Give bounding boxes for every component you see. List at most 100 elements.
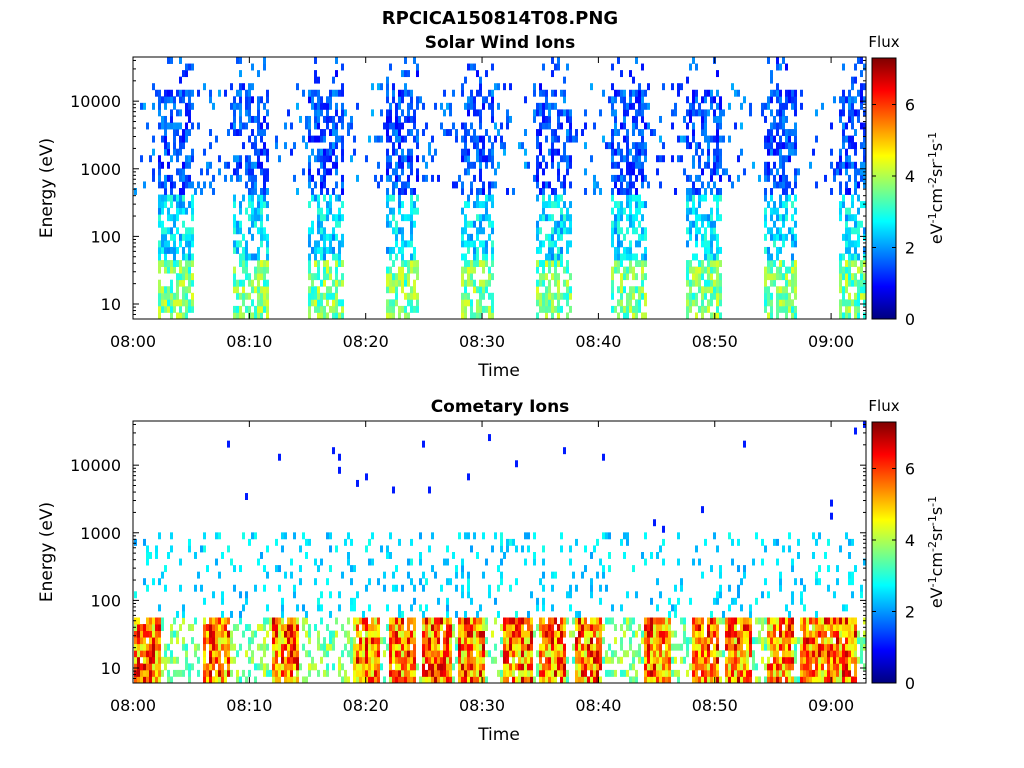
spectrogram-cell [191, 305, 194, 313]
spectrogram-cell [419, 552, 422, 559]
spectrogram-cell [398, 637, 401, 645]
spectrogram-cell [803, 669, 806, 677]
spectrogram-cell [704, 286, 707, 294]
spectrogram-cell [737, 565, 740, 573]
spectrogram-cell [158, 669, 161, 677]
spectrogram-cell [530, 656, 533, 664]
spectrogram-cell [338, 240, 341, 248]
spectrogram-cell [263, 279, 266, 287]
spectrogram-cell [212, 174, 215, 182]
spectrogram-cell [338, 453, 341, 461]
spectrogram-cell [440, 624, 443, 631]
spectrogram-cell [485, 637, 488, 645]
spectrogram-cell [443, 663, 446, 671]
spectrogram-cell [833, 630, 836, 638]
spectrogram-cell [317, 135, 320, 143]
spectrogram-cell [860, 83, 863, 91]
spectrogram-cell [641, 102, 644, 110]
spectrogram-cell [599, 650, 602, 658]
spectrogram-cell [773, 656, 776, 664]
spectrogram-cell [671, 669, 674, 677]
spectrogram-cell [500, 122, 503, 130]
spectrogram-cell [443, 630, 446, 638]
spectrogram-cell [188, 305, 191, 313]
spectrogram-cell [578, 650, 581, 658]
spectrogram-cell [170, 656, 173, 664]
spectrogram-cell [389, 194, 392, 202]
spectrogram-cell [425, 174, 428, 182]
spectrogram-cell [467, 630, 470, 638]
spectrogram-cell [485, 246, 488, 254]
spectrogram-cell [557, 630, 560, 638]
spectrogram-cell [806, 663, 809, 671]
spectrogram-cell [224, 630, 227, 638]
spectrogram-cell [632, 565, 635, 573]
spectrogram-cell [821, 656, 824, 664]
spectrogram-cell [524, 161, 527, 169]
spectrogram-cell [515, 624, 518, 631]
spectrogram-cell [482, 305, 485, 313]
spectrogram-cell [833, 656, 836, 664]
spectrogram-cell [863, 286, 866, 294]
spectrogram-cell [242, 532, 245, 540]
spectrogram-cell [323, 161, 326, 169]
spectrogram-cell [857, 194, 860, 202]
spectrogram-cell [485, 96, 488, 104]
spectrogram-cell [386, 273, 389, 281]
spectrogram-cell [704, 115, 707, 123]
spectrogram-cell [428, 630, 431, 638]
spectrogram-cell [317, 630, 320, 638]
spectrogram-cell [314, 76, 317, 84]
spectrogram-cell [848, 279, 851, 287]
spectrogram-cell [413, 246, 416, 254]
spectrogram-cell [443, 676, 446, 684]
spectrogram-cell [740, 656, 743, 664]
spectrogram-cell [167, 643, 170, 651]
spectrogram-cell [359, 637, 362, 645]
spectrogram-cell [209, 617, 212, 625]
spectrogram-cell [701, 181, 704, 189]
spectrogram-cell [302, 135, 305, 143]
spectrogram-cell [770, 148, 773, 156]
spectrogram-cell [527, 630, 530, 638]
spectrogram-cell [473, 246, 476, 254]
spectrogram-cell [626, 161, 629, 169]
spectrogram-cell [707, 135, 710, 143]
spectrogram-cell [773, 273, 776, 281]
spectrogram-cell [857, 253, 860, 261]
spectrogram-cell [770, 630, 773, 638]
spectrogram-cell [776, 669, 779, 677]
spectrogram-cell [149, 630, 152, 638]
spectrogram-cell [647, 630, 650, 638]
spectrogram-cell [197, 571, 200, 579]
spectrogram-cell [326, 273, 329, 281]
spectrogram-cell [839, 260, 842, 267]
spectrogram-cell [503, 669, 506, 677]
spectrogram-cell [632, 194, 635, 202]
spectrogram-cell [692, 220, 695, 228]
spectrogram-cell [431, 565, 434, 573]
spectrogram-cell [290, 148, 293, 156]
spectrogram-cell [545, 669, 548, 677]
spectrogram-cell [611, 650, 614, 658]
spectrogram-cell [518, 630, 521, 638]
spectrogram-cell [149, 552, 152, 559]
spectrogram-cell [632, 650, 635, 658]
spectrogram-cell [791, 591, 794, 599]
spectrogram-cell [236, 220, 239, 228]
spectrogram-cell [158, 109, 161, 117]
spectrogram-cell [230, 102, 233, 110]
spectrogram-cell [719, 312, 722, 320]
spectrogram-cell [389, 650, 392, 658]
spectrogram-cell [449, 637, 452, 645]
spectrogram-cell [794, 312, 797, 320]
spectrogram-cell [701, 273, 704, 281]
spectrogram-cell [239, 70, 242, 78]
spectrogram-cell [233, 273, 236, 281]
spectrogram-cell [770, 624, 773, 631]
spectrogram-cell [740, 617, 743, 625]
spectrogram-cell [710, 253, 713, 261]
spectrogram-cell [698, 109, 701, 117]
spectrogram-cell [764, 161, 767, 169]
